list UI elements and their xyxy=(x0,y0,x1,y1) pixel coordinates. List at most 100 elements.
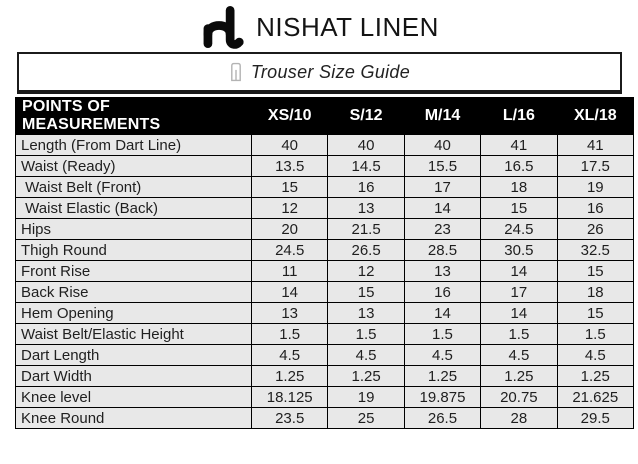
measurement-value-cell: 14 xyxy=(403,302,482,324)
nl-monogram-logo-icon xyxy=(203,5,244,49)
measurement-row: Knee level 18.125 19 19.875 20.75 21.625 xyxy=(15,386,635,408)
measurement-value-cell: 13 xyxy=(403,260,482,282)
measurement-value-cell: 4.5 xyxy=(480,344,558,366)
measurement-row: Dart Length 4.5 4.5 4.5 4.5 4.5 xyxy=(15,344,635,366)
brand-name: NISHAT LINEN xyxy=(256,12,439,42)
measurement-value-cell: 15 xyxy=(327,281,405,303)
measurement-label-cell: Dart Length xyxy=(15,344,252,366)
measurement-value-cell: 26.5 xyxy=(327,239,405,261)
measurement-value-cell: 17 xyxy=(480,281,558,303)
measurement-value-cell: 28.5 xyxy=(403,239,482,261)
measurement-value-cell: 18.125 xyxy=(250,386,329,408)
measurement-value-cell: 14 xyxy=(403,197,482,219)
measurement-value-cell: 15 xyxy=(556,302,635,324)
size-table-header-row: POINTS OF MEASUREMENTS XS/10 S/12 M/14 L/16 X… xyxy=(15,97,635,135)
measurement-row: Front Rise 11 12 13 14 15 xyxy=(15,260,635,282)
measurement-value-cell: 32.5 xyxy=(556,239,635,261)
size-guide-title-box: Trouser Size Guide xyxy=(17,52,622,94)
measurement-value-cell: 20 xyxy=(250,218,329,240)
measurement-value-cell: 23 xyxy=(403,218,482,240)
measurement-row: Thigh Round 24.5 26.5 28.5 30.5 32.5 xyxy=(15,239,635,261)
size-column-header-cell: XL/18 xyxy=(556,97,635,135)
measurement-value-cell: 40 xyxy=(250,134,329,156)
measurement-value-cell: 18 xyxy=(556,281,635,303)
measurement-value-cell: 4.5 xyxy=(556,344,635,366)
measurement-value-cell: 14 xyxy=(480,260,558,282)
measurement-value-cell: 24.5 xyxy=(250,239,329,261)
measurement-label-cell: Knee level xyxy=(15,386,252,408)
measurement-value-cell: 26 xyxy=(556,218,635,240)
brand-header: NISHAT LINEN xyxy=(0,0,638,52)
measurement-value-cell: 40 xyxy=(403,134,482,156)
measurement-row: Hem Opening 13 13 14 14 15 xyxy=(15,302,635,324)
measurement-value-cell: 20.75 xyxy=(480,386,558,408)
size-column-header-cell: M/14 xyxy=(403,97,482,135)
measurement-value-cell: 13 xyxy=(327,197,405,219)
measurement-value-cell: 1.5 xyxy=(403,323,482,345)
measurement-value-cell: 1.5 xyxy=(556,323,635,345)
measurement-row: Knee Round 23.5 25 26.5 28 29.5 xyxy=(15,407,635,429)
measurement-value-cell: 4.5 xyxy=(250,344,329,366)
measurement-value-cell: 18 xyxy=(480,176,558,198)
measurement-value-cell: 19 xyxy=(556,176,635,198)
measurement-value-cell: 1.25 xyxy=(250,365,329,387)
measurement-label-cell: Waist Belt (Front) xyxy=(15,176,252,198)
size-column-header-cell: S/12 xyxy=(327,97,405,135)
measurement-value-cell: 19.875 xyxy=(403,386,482,408)
measurement-value-cell: 1.25 xyxy=(327,365,405,387)
measurement-value-cell: 1.5 xyxy=(250,323,329,345)
measurement-row: Dart Width 1.25 1.25 1.25 1.25 1.25 xyxy=(15,365,635,387)
measurement-label-cell: Back Rise xyxy=(15,281,252,303)
measurement-value-cell: 17 xyxy=(403,176,482,198)
measurement-value-cell: 4.5 xyxy=(327,344,405,366)
measurement-label-cell: Hips xyxy=(15,218,252,240)
measurement-row: Hips 20 21.5 23 24.5 26 xyxy=(15,218,635,240)
measurement-value-cell: 21.5 xyxy=(327,218,405,240)
measurement-value-cell: 1.25 xyxy=(480,365,558,387)
measurement-value-cell: 29.5 xyxy=(556,407,635,429)
measurement-label-cell: Length (From Dart Line) xyxy=(15,134,252,156)
measurement-row: Waist Elastic (Back) 12 13 14 15 16 xyxy=(15,197,635,219)
guide-title: Trouser Size Guide xyxy=(250,61,411,82)
measurement-value-cell: 13.5 xyxy=(250,155,329,177)
measurement-label-cell: Waist Elastic (Back) xyxy=(15,197,252,219)
measurement-value-cell: 19 xyxy=(327,386,405,408)
points-of-measurements-header-cell: POINTS OF MEASUREMENTS xyxy=(15,97,252,135)
measurement-value-cell: 17.5 xyxy=(556,155,635,177)
trousers-icon xyxy=(231,62,241,82)
measurement-value-cell: 16 xyxy=(403,281,482,303)
measurement-value-cell: 25 xyxy=(327,407,405,429)
measurement-row: Back Rise 14 15 16 17 18 xyxy=(15,281,635,303)
measurement-value-cell: 15 xyxy=(250,176,329,198)
measurement-label-cell: Front Rise xyxy=(15,260,252,282)
measurement-value-cell: 1.25 xyxy=(556,365,635,387)
measurement-value-cell: 13 xyxy=(250,302,329,324)
measurement-label-cell: Dart Width xyxy=(15,365,252,387)
measurement-value-cell: 1.5 xyxy=(327,323,405,345)
measurement-value-cell: 14 xyxy=(480,302,558,324)
measurement-label-cell: Thigh Round xyxy=(15,239,252,261)
measurement-value-cell: 11 xyxy=(250,260,329,282)
measurement-value-cell: 28 xyxy=(480,407,558,429)
measurement-value-cell: 4.5 xyxy=(403,344,482,366)
measurement-row: Waist (Ready) 13.5 14.5 15.5 16.5 17.5 xyxy=(15,155,635,177)
size-column-header-cell: L/16 xyxy=(480,97,558,135)
measurement-label-cell: Waist Belt/Elastic Height xyxy=(15,323,252,345)
measurement-value-cell: 14.5 xyxy=(327,155,405,177)
measurement-value-cell: 14 xyxy=(250,281,329,303)
measurement-value-cell: 12 xyxy=(250,197,329,219)
measurement-value-cell: 41 xyxy=(480,134,558,156)
measurement-value-cell: 23.5 xyxy=(250,407,329,429)
measurement-value-cell: 12 xyxy=(327,260,405,282)
size-table: POINTS OF MEASUREMENTS XS/10 S/12 M/14 L/16 X… xyxy=(15,97,635,429)
measurement-row: Waist Belt (Front) 15 16 17 18 19 xyxy=(15,176,635,198)
measurement-value-cell: 40 xyxy=(327,134,405,156)
measurement-value-cell: 16.5 xyxy=(480,155,558,177)
measurement-value-cell: 21.625 xyxy=(556,386,635,408)
measurement-label-cell: Knee Round xyxy=(15,407,252,429)
measurement-row: Length (From Dart Line) 40 40 40 41 41 xyxy=(15,134,635,156)
measurement-value-cell: 13 xyxy=(327,302,405,324)
measurement-value-cell: 26.5 xyxy=(403,407,482,429)
measurement-value-cell: 41 xyxy=(556,134,635,156)
measurement-value-cell: 1.25 xyxy=(403,365,482,387)
